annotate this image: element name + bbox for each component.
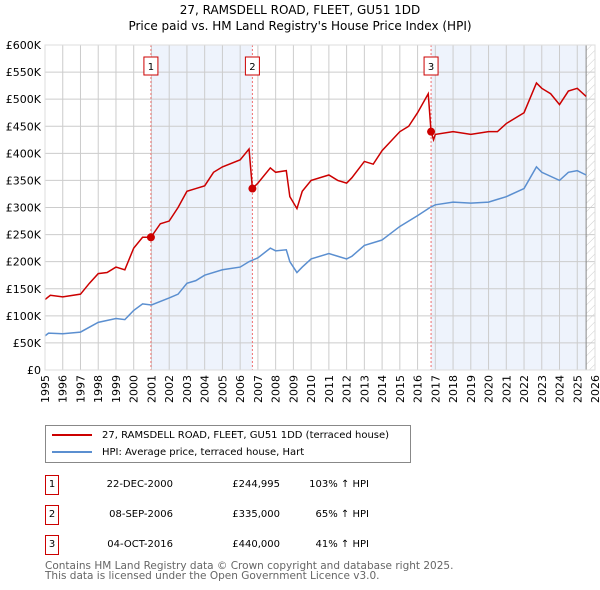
sale-point [146, 233, 155, 242]
y-tick-label: £350K [6, 174, 42, 187]
sale-price: £244,995 [232, 479, 280, 490]
x-tick-label: 2012 [341, 375, 354, 403]
x-tick-label: 2011 [323, 375, 336, 403]
legend: 27, RAMSDELL ROAD, FLEET, GU51 1DD (terr… [45, 425, 411, 463]
sale-price: £335,000 [232, 509, 280, 520]
x-tick-label: 2018 [447, 375, 460, 403]
sale-point [427, 127, 436, 136]
legend-label: HPI: Average price, terraced house, Hart [102, 446, 305, 458]
y-tick-label: £150K [6, 283, 42, 296]
sale-label-box [143, 56, 159, 76]
y-tick-label: £500K [6, 93, 42, 106]
x-tick-label: 2016 [412, 375, 425, 403]
y-tick-label: £400K [6, 147, 42, 160]
x-tick-label: 2024 [554, 375, 567, 403]
sale-marker: 3 [45, 535, 59, 555]
sale-marker: 2 [45, 505, 59, 525]
plot-border [44, 44, 596, 371]
x-tick-label: 2000 [128, 375, 141, 403]
x-tick-label: 1995 [39, 375, 52, 403]
sale-label: 3 [428, 62, 434, 73]
x-tick-label: 1998 [92, 375, 105, 403]
x-tick-label: 2026 [589, 375, 600, 403]
x-tick-label: 2025 [571, 375, 584, 403]
x-tick-label: 2010 [305, 375, 318, 403]
y-tick-label: £600K [6, 39, 42, 52]
table-row: 3 04-OCT-2016 £440,000 41% ↑ HPI [45, 535, 445, 555]
sale-date: 08-SEP-2006 [109, 509, 173, 520]
chart-title: 27, RAMSDELL ROAD, FLEET, GU51 1DD [179, 3, 421, 17]
x-tick-label: 2009 [287, 375, 300, 403]
y-tick-label: £450K [6, 120, 42, 133]
legend-swatch [52, 451, 92, 453]
footer: Contains HM Land Registry data © Crown c… [45, 560, 454, 582]
legend-label: 27, RAMSDELL ROAD, FLEET, GU51 1DD (terr… [102, 429, 390, 441]
x-tick-label: 2006 [234, 375, 247, 403]
x-tick-label: 2015 [394, 375, 407, 403]
plot-area: 1995 1996 1997 1998 1999 2000 2001 2002 2003 2004… [6, 39, 600, 403]
x-tick-label: 2019 [465, 375, 478, 403]
series-line [44, 165, 587, 337]
x-tick-label: 2007 [252, 375, 265, 403]
x-tick-label: 2021 [500, 375, 513, 403]
sale-label-box [244, 56, 260, 76]
x-tick-label: 1996 [57, 375, 70, 403]
x-tick-label: 2008 [270, 375, 283, 403]
x-tick-label: 2001 [145, 375, 158, 403]
y-tick-label: £300K [6, 202, 42, 215]
x-tick-label: 2022 [518, 375, 531, 403]
x-tick-label: 2002 [163, 375, 176, 403]
x-tick-label: 2014 [376, 375, 389, 403]
footer-line: This data is licensed under the Open Gov… [45, 570, 380, 582]
sale-hpi: 41% ↑ HPI [315, 539, 369, 550]
y-tick-label: £200K [6, 256, 42, 269]
x-tick-label: 1999 [110, 375, 123, 403]
footer-line: Contains HM Land Registry data © Crown c… [45, 560, 454, 572]
sale-point [248, 184, 257, 193]
chart-subtitle: Price paid vs. HM Land Registry's House … [128, 19, 472, 33]
x-tick-label: 2013 [358, 375, 371, 403]
y-tick-label: £50K [13, 337, 42, 350]
sale-hpi: 103% ↑ HPI [309, 479, 369, 490]
sale-marker: 1 [45, 475, 59, 495]
sale-label: 2 [249, 62, 255, 73]
sale-price: £440,000 [232, 539, 280, 550]
series-line [44, 81, 587, 301]
sale-date: 22-DEC-2000 [106, 479, 173, 490]
sale-date: 04-OCT-2016 [107, 539, 173, 550]
x-tick-label: 2005 [216, 375, 229, 403]
y-tick-label: £250K [6, 229, 42, 242]
y-tick-label: £0 [27, 364, 41, 377]
x-tick-label: 1997 [74, 375, 87, 403]
sale-label: 1 [148, 62, 154, 73]
x-tick-label: 2023 [536, 375, 549, 403]
x-tick-label: 2017 [429, 375, 442, 403]
legend-swatch [52, 434, 92, 436]
legend-item-property: 27, RAMSDELL ROAD, FLEET, GU51 1DD (terr… [52, 427, 389, 443]
x-tick-label: 2003 [181, 375, 194, 403]
sale-hpi: 65% ↑ HPI [315, 509, 369, 520]
y-tick-label: £550K [6, 66, 42, 79]
y-tick-label: £100K [6, 310, 42, 323]
legend-item-hpi: HPI: Average price, terraced house, Hart [52, 444, 304, 460]
table-row: 1 22-DEC-2000 £244,995 103% ↑ HPI [45, 475, 445, 495]
table-row: 2 08-SEP-2006 £335,000 65% ↑ HPI [45, 505, 445, 525]
x-tick-label: 2004 [199, 375, 212, 403]
x-tick-label: 2020 [483, 375, 496, 403]
sale-label-box [423, 56, 439, 76]
